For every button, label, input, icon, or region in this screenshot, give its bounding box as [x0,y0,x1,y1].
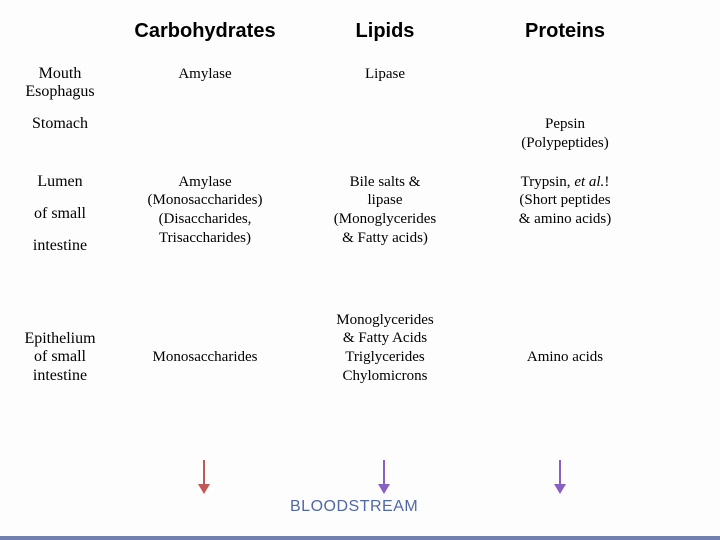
cell-stomach-lipids [300,115,470,153]
row-label-lumen: Lumen of small intestine [10,173,110,255]
cell-stomach-proteins: Pepsin (Polypeptides) [480,115,650,153]
row-label-epithelium-3: intestine [10,367,110,386]
arrow-carbs [198,460,210,494]
lumen-proteins-l3: & amino acids) [480,210,650,229]
epi-pre-lipids-l1: Monoglycerides [300,311,470,330]
row-label-stomach: Stomach [10,115,110,153]
col-header-lipids: Lipids [300,20,470,43]
label-esophagus: Esophagus [10,83,110,101]
row-label-epithelium: Epithelium [10,330,110,348]
lumen-lipids-l2: lipase [300,191,470,210]
lumen-lipids-l4: & Fatty acids) [300,229,470,248]
cell-epi-pre-proteins [480,311,650,349]
lumen-carbs-l3: (Disaccharides, [120,210,290,229]
arrow-lipids [378,460,390,494]
lumen-lipids-l1: Bile salts & [300,173,470,192]
lumen-carbs-l1: Amylase [120,173,290,192]
col-header-carbs: Carbohydrates [120,20,290,43]
cell-epi-carbs: Monosaccharides [120,348,290,367]
cell-mouth-carbs: Amylase [120,65,290,101]
arrow-proteins [554,460,566,494]
stomach-proteins-l2: (Polypeptides) [480,134,650,153]
lumen-proteins-l1: Trypsin, et al.! [480,173,650,192]
col-header-proteins: Proteins [480,20,650,43]
cell-epi-proteins-2 [480,367,650,386]
row-label-mouth: Mouth Esophagus [10,65,110,101]
label-intestine-2: intestine [10,367,110,385]
cell-epi-lipids-l2: Chylomicrons [300,367,470,386]
cell-lumen-carbs: Amylase (Monosaccharides) (Disaccharides… [120,173,290,255]
corner-empty [10,20,110,43]
row-label-epithelium-2: of small [10,348,110,367]
cell-lumen-lipids: Bile salts & lipase (Monoglycerides & Fa… [300,173,470,255]
cell-epi-lipids-l1: Triglycerides [300,348,470,367]
digestion-table: Carbohydrates Lipids Proteins Mouth Esop… [0,0,720,386]
stomach-proteins-l1: Pepsin [480,115,650,134]
cell-epi-carbs-2 [120,367,290,386]
label-of-small-2: of small [10,348,110,366]
label-lumen: Lumen [10,173,110,191]
cell-epi-pre-carbs [120,311,290,349]
lumen-lipids-l3: (Monoglycerides [300,210,470,229]
cell-stomach-carbs [120,115,290,153]
cell-mouth-lipids: Lipase [300,65,470,101]
lumen-proteins-l1a: Trypsin, [521,174,575,190]
lumen-carbs-l4: Trisaccharides) [120,229,290,248]
cell-epi-pre-lipids: Monoglycerides & Fatty Acids [300,311,470,349]
cell-epi-proteins: Amino acids [480,348,650,367]
bloodstream-label: BLOODSTREAM [290,498,418,516]
cell-lumen-proteins: Trypsin, et al.! (Short peptides & amino… [480,173,650,255]
label-mouth: Mouth [10,65,110,83]
lumen-carbs-l2: (Monosaccharides) [120,191,290,210]
label-intestine-1: intestine [10,237,110,255]
label-epithelium: Epithelium [10,330,110,348]
lumen-proteins-l2: (Short peptides [480,191,650,210]
lumen-proteins-l1b: et al. [574,174,604,190]
label-of-small-1: of small [10,205,110,223]
cell-mouth-proteins [480,65,650,101]
lumen-proteins-l1c: ! [604,174,609,190]
epi-pre-lipids-l2: & Fatty Acids [300,329,470,348]
